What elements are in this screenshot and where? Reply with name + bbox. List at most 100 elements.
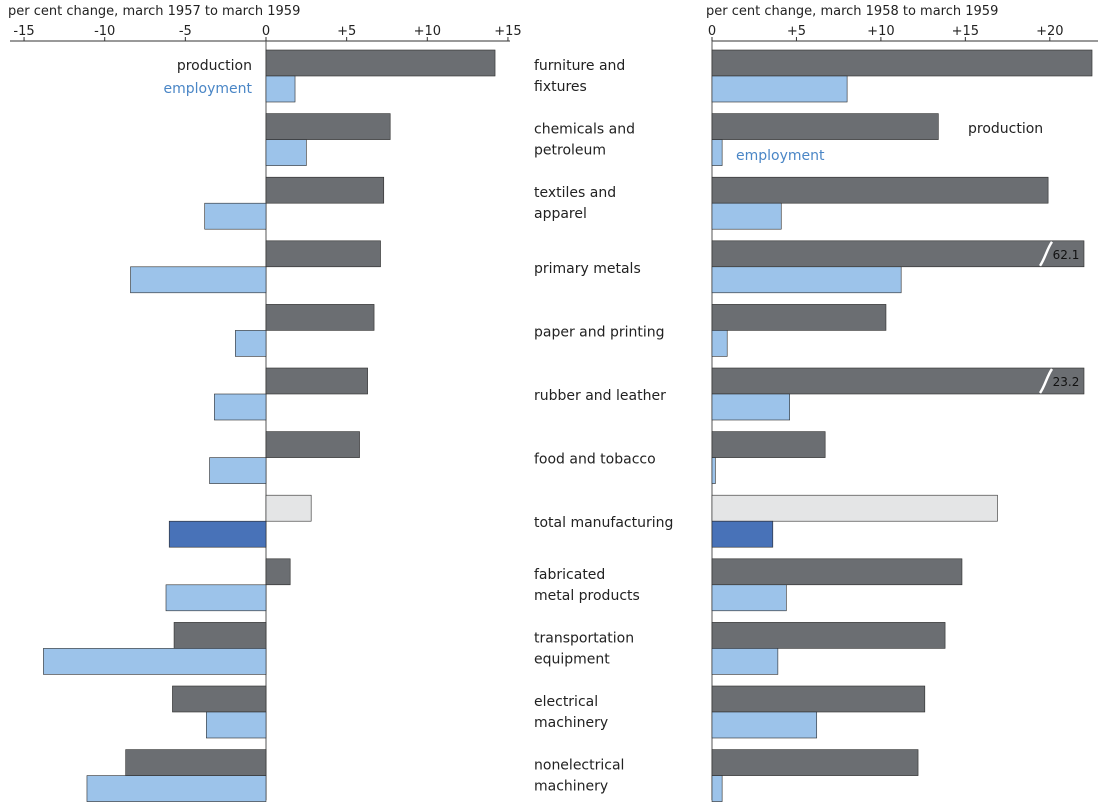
right-employment-bar: [711, 202, 782, 230]
category-label: total manufacturing: [534, 515, 673, 531]
left-x-tick-label: +10: [414, 24, 441, 39]
left-employment-bar: [130, 266, 267, 294]
left-production-bar: [125, 749, 267, 776]
left-employment-bar: [206, 711, 267, 739]
left-production-bar: [265, 431, 360, 458]
left-production-bar: [172, 685, 267, 713]
right-employment-bar: [711, 775, 723, 802]
right-production-bar: [711, 49, 1093, 77]
left-production-bar: [173, 622, 267, 649]
right-employment-bar: [711, 330, 728, 357]
category-label: primary metals: [534, 261, 641, 277]
left-production-bar: [265, 494, 312, 522]
right-production-bar: [711, 494, 998, 522]
left-employment-bar: [214, 393, 267, 421]
left-legend-employment: employment: [164, 81, 253, 97]
left-x-tick-label: -5: [179, 24, 192, 39]
category-label-line: machinery: [534, 779, 608, 795]
right-production-bar: [711, 685, 926, 713]
category-label: textiles and apparel: [534, 185, 616, 222]
category-label-line: machinery: [534, 715, 608, 731]
right-employment-bar: [711, 711, 818, 739]
category-label-line: transportation: [534, 630, 634, 646]
left-employment-bar: [165, 584, 267, 612]
broken-bar-value-label: 62.1: [1053, 248, 1080, 262]
category-label: nonelectrical machinery: [534, 758, 624, 795]
category-label-text: paper and printing: [534, 324, 665, 340]
category-label-line: fabricated: [534, 567, 605, 583]
category-label-line: fixtures: [534, 79, 587, 95]
right-employment-bar: [711, 139, 723, 166]
category-label: transportation equipment: [534, 630, 634, 667]
right-production-bar: [711, 558, 963, 586]
left-employment-bar: [265, 75, 296, 103]
left-x-tick-label: -15: [13, 24, 34, 39]
left-production-bar: [265, 240, 381, 268]
left-employment-bar: [43, 648, 267, 675]
category-label: food and tobacco: [534, 452, 656, 468]
category-label-line: furniture and: [534, 58, 625, 74]
right-production-bar: [711, 176, 1049, 204]
category-label: fabricated metal products: [534, 567, 640, 604]
right-production-bar: [711, 240, 1085, 268]
right-production-bar: [711, 431, 826, 458]
right-x-tick-label: +20: [1036, 24, 1063, 39]
left-employment-bar: [86, 775, 267, 802]
left-production-bar: [265, 113, 391, 140]
category-label-line: metal products: [534, 588, 640, 604]
category-label-line: chemicals and: [534, 122, 635, 138]
right-legend-employment: employment: [736, 148, 825, 164]
right-employment-bar: [711, 393, 790, 421]
broken-bar-value-label: 23.2: [1053, 375, 1080, 389]
left-employment-bar: [204, 202, 267, 230]
right-x-tick-label: 0: [708, 24, 716, 39]
category-label-text: total manufacturing: [534, 515, 673, 531]
left-production-bar: [265, 367, 368, 395]
category-label-line: textiles and: [534, 185, 616, 201]
category-label-line: equipment: [534, 651, 610, 667]
bar-break-mark: [1038, 241, 1054, 267]
right-production-bar: [711, 304, 887, 331]
left-x-tick-label: +5: [337, 24, 356, 39]
bar-break-mark: [1038, 368, 1054, 394]
right-production-bar: [711, 749, 919, 776]
left-x-tick-label: 0: [262, 24, 270, 39]
left-production-bar: [265, 176, 385, 204]
right-production-bar: [711, 367, 1085, 395]
right-legend-production: production: [968, 121, 1043, 137]
category-label: rubber and leather: [534, 388, 666, 404]
right-employment-bar: [711, 648, 779, 675]
left-chart-title: per cent change, march 1957 to march 195…: [8, 4, 300, 19]
right-employment-bar: [711, 75, 848, 103]
right-employment-bar: [711, 266, 902, 294]
right-production-bar: [711, 622, 946, 649]
right-x-tick-label: +10: [867, 24, 894, 39]
category-label: chemicals and petroleum: [534, 122, 635, 159]
category-label: paper and printing: [534, 324, 665, 340]
right-employment-bar: [711, 584, 787, 612]
category-label-line: nonelectrical: [534, 758, 624, 774]
category-label-line: apparel: [534, 206, 587, 222]
category-label-text: rubber and leather: [534, 388, 666, 404]
category-label-line: electrical: [534, 694, 598, 710]
left-employment-bar: [235, 330, 267, 357]
right-x-tick-label: +15: [952, 24, 979, 39]
right-chart-title: per cent change, march 1958 to march 195…: [706, 4, 998, 19]
left-legend-production: production: [177, 58, 252, 74]
left-x-tick-label: +15: [494, 24, 521, 39]
right-employment-bar: [711, 520, 774, 548]
left-employment-bar: [265, 139, 307, 166]
category-label: furniture and fixtures: [534, 58, 625, 95]
right-x-tick-label: +5: [787, 24, 806, 39]
right-employment-bar: [711, 457, 716, 484]
category-label: electrical machinery: [534, 694, 608, 731]
category-label-text: primary metals: [534, 261, 641, 277]
category-label-text: food and tobacco: [534, 452, 656, 468]
category-label-line: petroleum: [534, 143, 606, 159]
left-production-bar: [265, 304, 375, 331]
left-x-tick-label: -10: [94, 24, 115, 39]
left-production-bar: [265, 49, 496, 77]
left-employment-bar: [168, 520, 267, 548]
